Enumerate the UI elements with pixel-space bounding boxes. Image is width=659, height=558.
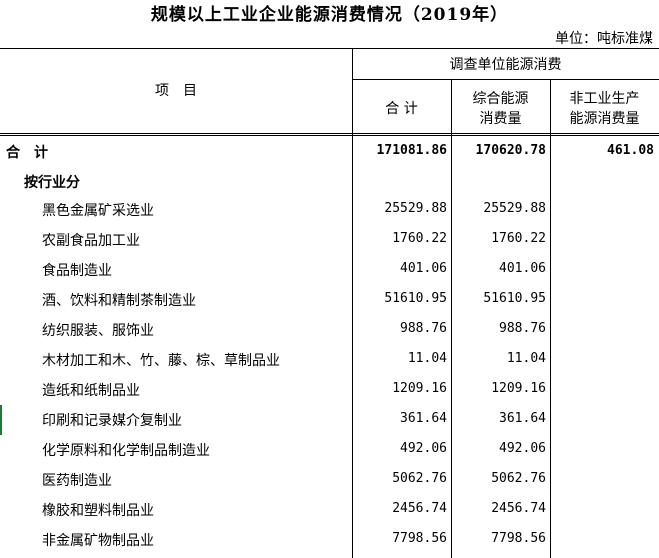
row-label: 黑色金属矿采选业 xyxy=(42,203,154,219)
row-energy: 1209.16 xyxy=(491,381,546,396)
rule-col2 xyxy=(451,79,452,558)
total-row-energy: 170620.78 xyxy=(475,143,546,158)
row-total: 361.64 xyxy=(400,411,447,426)
total-row-nonind: 461.08 xyxy=(607,143,654,158)
row-total: 988.76 xyxy=(400,321,447,336)
row-energy: 25529.88 xyxy=(483,201,546,216)
table-title: 规模以上工业企业能源消费情况（2019年） xyxy=(150,5,509,25)
row-label: 化学原料和化学制品制造业 xyxy=(42,443,210,459)
header-item: 项 目 xyxy=(155,83,197,99)
header-energy-line2: 消费量 xyxy=(479,111,522,127)
row-total: 25529.88 xyxy=(384,201,447,216)
row-label: 造纸和纸制品业 xyxy=(42,383,140,399)
row-energy: 5062.76 xyxy=(491,471,546,486)
row-energy: 1760.22 xyxy=(491,231,546,246)
total-row-total: 171081.86 xyxy=(376,143,447,158)
row-energy: 361.64 xyxy=(499,411,546,426)
row-energy: 7798.56 xyxy=(491,531,546,546)
row-total: 1209.16 xyxy=(392,381,447,396)
unit-label: 单位：吨标准煤 xyxy=(555,31,653,47)
header-energy-line1: 综合能源 xyxy=(472,91,529,107)
header-nonind-line1: 非工业生产 xyxy=(569,91,640,107)
header-group: 调查单位能源消费 xyxy=(449,57,562,73)
rule-header-top xyxy=(0,48,659,49)
row-label: 纺织服装、服饰业 xyxy=(42,323,154,339)
header-total: 合 计 xyxy=(385,101,418,117)
rule-col3 xyxy=(550,79,551,558)
row-label: 食品制造业 xyxy=(42,263,112,279)
total-row-label: 合 计 xyxy=(6,145,48,161)
row-total: 51610.95 xyxy=(384,291,447,306)
row-label: 医药制造业 xyxy=(42,473,112,489)
row-energy: 2456.74 xyxy=(491,501,546,516)
row-energy: 401.06 xyxy=(499,261,546,276)
row-total: 11.04 xyxy=(407,351,447,366)
row-energy: 492.06 xyxy=(499,441,546,456)
row-label: 橡胶和塑料制品业 xyxy=(42,503,154,519)
row-total: 492.06 xyxy=(400,441,447,456)
row-label: 木材加工和木、竹、藤、棕、草制品业 xyxy=(42,353,280,369)
row-total: 2456.74 xyxy=(392,501,447,516)
rule-header-bottom-double xyxy=(0,135,659,136)
row-total: 1760.22 xyxy=(392,231,447,246)
rule-header-bottom xyxy=(0,133,659,134)
row-energy: 51610.95 xyxy=(483,291,546,306)
section-label: 按行业分 xyxy=(24,175,80,191)
row-label: 酒、饮料和精制茶制造业 xyxy=(42,293,196,309)
rule-group-bottom xyxy=(352,79,659,80)
selection-indicator xyxy=(0,405,2,435)
row-energy: 11.04 xyxy=(506,351,546,366)
row-energy: 988.76 xyxy=(499,321,546,336)
header-nonind-line2: 能源消费量 xyxy=(569,111,640,127)
rule-col1 xyxy=(352,48,353,558)
row-label: 农副食品加工业 xyxy=(42,233,140,249)
row-total: 7798.56 xyxy=(392,531,447,546)
row-label: 印刷和记录媒介复制业 xyxy=(42,413,182,429)
row-label: 非金属矿物制品业 xyxy=(42,533,154,549)
row-total: 401.06 xyxy=(400,261,447,276)
row-total: 5062.76 xyxy=(392,471,447,486)
